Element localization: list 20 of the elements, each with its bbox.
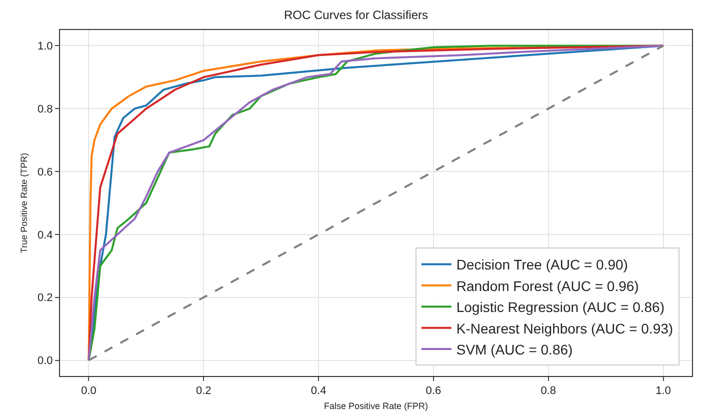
y-tick-label: 0.2 (38, 292, 53, 304)
y-tick-label: 0.4 (38, 229, 53, 242)
y-tick-label: 1.0 (38, 40, 53, 53)
legend-label: Random Forest (AUC = 0.96) (456, 278, 639, 294)
x-axis-title: False Positive Rate (FPR) (324, 401, 428, 411)
chart-title: ROC Curves for Classifiers (284, 8, 428, 22)
x-tick-label: 1.0 (656, 385, 671, 398)
legend-label: Decision Tree (AUC = 0.90) (456, 256, 628, 273)
x-tick-label: 0.4 (310, 385, 326, 398)
x-tick-label: 0.6 (426, 385, 442, 398)
x-tick-label: 0.2 (196, 385, 212, 398)
y-axis-title: True Positive Rate (TPR) (18, 152, 29, 254)
y-tick-label: 0.0 (38, 355, 53, 368)
y-tick-label: 0.6 (38, 166, 53, 178)
x-tick-label: 0.8 (540, 385, 556, 398)
legend-label: SVM (AUC = 0.86) (456, 341, 573, 358)
x-tick-label: 0.0 (81, 385, 96, 398)
y-tick-label: 0.8 (38, 103, 53, 116)
legend-label: Logistic Regression (AUC = 0.86) (456, 299, 665, 316)
legend-label: K-Nearest Neighbors (AUC = 0.93) (456, 320, 674, 336)
